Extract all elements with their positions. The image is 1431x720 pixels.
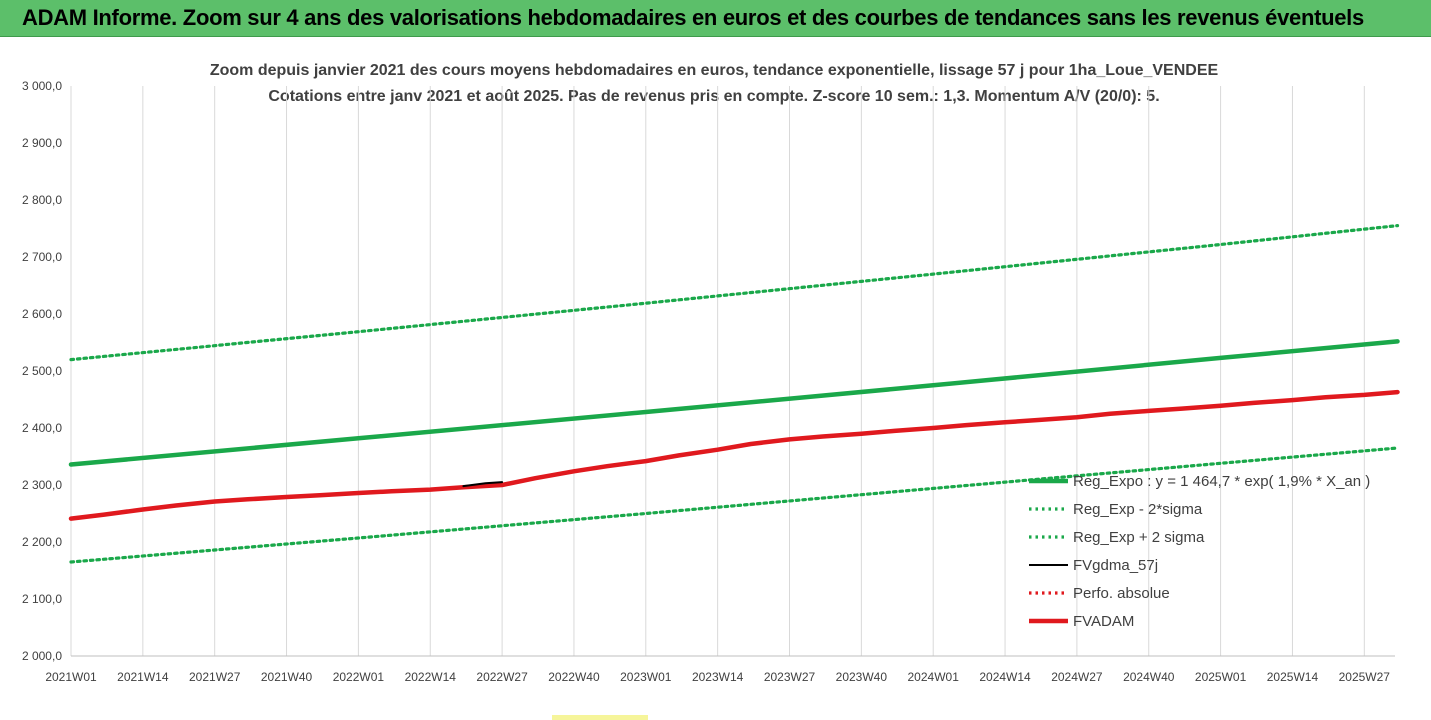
chart-area: Zoom depuis janvier 2021 des cours moyen… xyxy=(0,37,1431,720)
legend-label: FVADAM xyxy=(1073,613,1134,630)
x-tick-label: 2024W40 xyxy=(1123,670,1175,684)
x-axis-ticks: 2021W01 2021W14 2021W27 2021W40 2022W01 2022W… xyxy=(45,670,1390,684)
y-axis-ticks: 3 000,0 2 900,0 2 800,0 2 700,0 2 600,0 2 500… xyxy=(22,79,62,663)
chart-svg: Zoom depuis janvier 2021 des cours moyen… xyxy=(22,62,1400,684)
x-tick-label: 2022W40 xyxy=(548,670,600,684)
legend-label: Reg_Exp - 2*sigma xyxy=(1073,501,1203,518)
legend-label: FVgdma_57j xyxy=(1073,557,1158,574)
x-tick-label: 2022W14 xyxy=(405,670,457,684)
x-tick-label: 2024W14 xyxy=(979,670,1031,684)
x-tick-label: 2023W01 xyxy=(620,670,672,684)
x-tick-label: 2024W01 xyxy=(908,670,960,684)
y-tick-label: 3 000,0 xyxy=(22,79,62,93)
x-tick-label: 2021W01 xyxy=(45,670,97,684)
y-tick-label: 2 300,0 xyxy=(22,478,62,492)
y-tick-label: 2 900,0 xyxy=(22,136,62,150)
x-tick-label: 2021W27 xyxy=(189,670,241,684)
y-tick-label: 2 700,0 xyxy=(22,250,62,264)
banner-title: ADAM Informe. Zoom sur 4 ans des valoris… xyxy=(22,5,1364,30)
sheet-tab-marker xyxy=(552,715,648,720)
series-line xyxy=(69,224,1400,362)
gridlines xyxy=(70,86,1395,657)
series-line xyxy=(68,339,1400,467)
y-tick-label: 2 100,0 xyxy=(22,592,62,606)
y-tick-label: 2 800,0 xyxy=(22,193,62,207)
x-tick-label: 2023W27 xyxy=(764,670,816,684)
legend-label: Reg_Exp + 2 sigma xyxy=(1073,529,1205,546)
x-tick-label: 2025W14 xyxy=(1267,670,1319,684)
x-tick-label: 2021W14 xyxy=(117,670,169,684)
x-tick-label: 2024W27 xyxy=(1051,670,1103,684)
x-tick-label: 2023W14 xyxy=(692,670,744,684)
chart-title-line-2: Cotations entre janv 2021 et août 2025. … xyxy=(268,88,1159,105)
legend: Reg_Expo : y = 1 464,7 * exp( 1,9% * X_a… xyxy=(1029,473,1370,630)
x-tick-label: 2023W40 xyxy=(836,670,888,684)
x-tick-label: 2022W01 xyxy=(333,670,385,684)
y-tick-label: 2 200,0 xyxy=(22,535,62,549)
chart-title-line-1: Zoom depuis janvier 2021 des cours moyen… xyxy=(210,62,1219,79)
x-tick-label: 2025W01 xyxy=(1195,670,1247,684)
legend-label: Reg_Expo : y = 1 464,7 * exp( 1,9% * X_a… xyxy=(1073,473,1370,490)
title-banner: ADAM Informe. Zoom sur 4 ans des valoris… xyxy=(0,0,1431,37)
y-tick-label: 2 400,0 xyxy=(22,421,62,435)
legend-label: Perfo. absolue xyxy=(1073,585,1170,602)
series-line xyxy=(69,446,1400,564)
x-tick-label: 2022W27 xyxy=(476,670,528,684)
y-tick-label: 2 000,0 xyxy=(22,649,62,663)
x-tick-label: 2021W40 xyxy=(261,670,313,684)
y-tick-label: 2 500,0 xyxy=(22,364,62,378)
y-tick-label: 2 600,0 xyxy=(22,307,62,321)
series-lines xyxy=(68,224,1400,564)
x-tick-label: 2025W27 xyxy=(1339,670,1391,684)
series-line xyxy=(462,481,504,488)
series-line xyxy=(68,389,1400,521)
